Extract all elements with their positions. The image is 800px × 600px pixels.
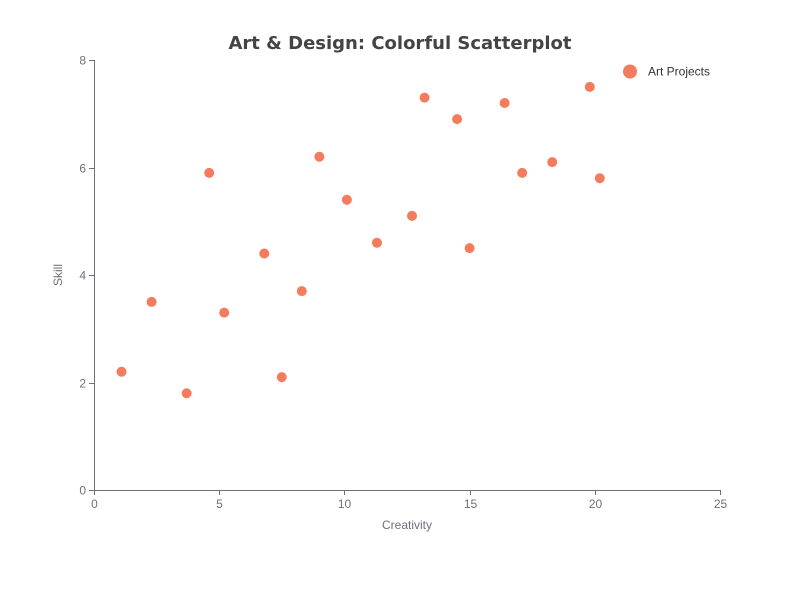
y-axis-title: Skill	[51, 264, 65, 286]
legend-label-art-projects[interactable]: Art Projects	[648, 65, 710, 79]
x-tick-label: 25	[714, 497, 728, 511]
legend[interactable]: Art Projects	[623, 64, 710, 79]
legend-marker-art-projects[interactable]	[623, 64, 637, 79]
scatter-point[interactable]	[371, 237, 382, 248]
scatter-point[interactable]	[276, 372, 287, 383]
y-tick-label: 4	[79, 269, 86, 283]
y-tick-label: 8	[79, 54, 86, 68]
scatter-point[interactable]	[181, 388, 192, 399]
x-tick-label: 5	[216, 497, 223, 511]
chart-title: Art & Design: Colorful Scatterplot	[228, 33, 571, 54]
x-tick-label: 20	[589, 497, 603, 511]
scatter-point[interactable]	[259, 248, 270, 259]
scatter-point[interactable]	[204, 167, 215, 178]
scatter-point[interactable]	[464, 243, 475, 254]
y-axis-ticks: 0 2 4 6 8	[79, 54, 94, 498]
scatter-point[interactable]	[146, 296, 157, 307]
y-tick-label: 2	[79, 377, 86, 391]
scatter-point[interactable]	[296, 286, 307, 297]
scatter-point[interactable]	[341, 194, 352, 205]
y-tick-label: 0	[79, 484, 86, 498]
x-axis-title: Creativity	[382, 518, 432, 532]
scatter-point[interactable]	[584, 81, 595, 92]
scatter-point[interactable]	[116, 366, 127, 377]
scatter-point[interactable]	[314, 151, 325, 162]
scatter-point[interactable]	[547, 157, 558, 168]
scatter-point[interactable]	[407, 210, 418, 221]
data-points	[116, 81, 605, 399]
axes: 0 5 10 15 20 25 0 2 4 6 8	[79, 54, 727, 512]
scatter-point[interactable]	[219, 307, 230, 318]
x-axis-ticks: 0 5 10 15 20 25	[91, 490, 727, 511]
scatter-point[interactable]	[499, 98, 510, 108]
scatter-point[interactable]	[419, 92, 430, 103]
x-tick-label: 15	[464, 497, 478, 511]
x-tick-label: 10	[338, 497, 352, 511]
scatter-point[interactable]	[594, 173, 605, 184]
scatter-point[interactable]	[452, 114, 463, 125]
scatter-point[interactable]	[517, 167, 528, 178]
y-tick-label: 6	[79, 162, 86, 176]
x-tick-label: 0	[91, 497, 98, 511]
